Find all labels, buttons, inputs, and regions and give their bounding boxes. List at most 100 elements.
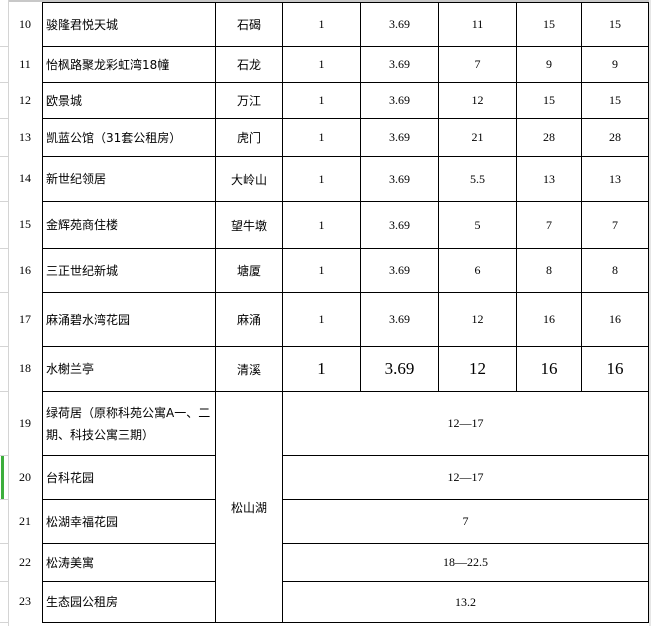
column-header-edge — [0, 0, 651, 2]
value-cell-c3[interactable]: 7 — [438, 46, 517, 83]
value-cell-c5[interactable]: 13 — [581, 156, 649, 202]
value-range-cell[interactable]: 13.2 — [282, 581, 649, 623]
value-cell-c2[interactable]: 3.69 — [360, 346, 439, 392]
district-cell[interactable]: 万江 — [215, 82, 283, 119]
table-row: 生态园公租房 13.2 — [42, 581, 649, 623]
name-cell[interactable]: 松涛美寓 — [42, 543, 216, 582]
name-cell[interactable]: 绿荷居（原称科苑公寓A一、二期、科技公寓三期） — [42, 391, 216, 456]
value-cell-c3[interactable]: 5 — [438, 201, 517, 249]
value-cell-c5[interactable]: 8 — [581, 248, 649, 293]
value-cell-c3[interactable]: 12 — [438, 292, 517, 347]
value-cell-c3[interactable]: 6 — [438, 248, 517, 293]
value-cell-c2[interactable]: 3.69 — [360, 46, 439, 83]
value-range-cell[interactable]: 12—17 — [282, 391, 649, 456]
value-cell-c1[interactable]: 1 — [282, 82, 361, 119]
row-number: 13 — [19, 130, 31, 144]
value-cell-c4[interactable]: 9 — [516, 46, 582, 83]
value-cell-c1[interactable]: 1 — [282, 346, 361, 392]
row-number: 16 — [19, 263, 31, 277]
value-cell-c3[interactable]: 12 — [438, 82, 517, 119]
value-cell-c2[interactable]: 3.69 — [360, 118, 439, 157]
value-cell-c3[interactable]: 21 — [438, 118, 517, 157]
data-table: 骏隆君悦天城 石碣 1 3.69 11 15 15 怡枫路聚龙彩虹湾18幢 石龙 1 3.69 7 9 9… — [42, 2, 649, 623]
table-row: 欧景城 万江 1 3.69 12 15 15 — [42, 82, 649, 119]
district-cell[interactable]: 望牛墩 — [215, 201, 283, 249]
table-row: 金辉苑商住楼 望牛墩 1 3.69 5 7 7 — [42, 201, 649, 249]
name-cell[interactable]: 麻涌碧水湾花园 — [42, 292, 216, 347]
value-cell-c5[interactable]: 16 — [581, 346, 649, 392]
gutter-divider — [0, 455, 8, 456]
grid-edge — [649, 0, 651, 626]
value-cell-c5[interactable]: 7 — [581, 201, 649, 249]
value-cell-c2[interactable]: 3.69 — [360, 82, 439, 119]
value-range-cell[interactable]: 18—22.5 — [282, 543, 649, 582]
value-cell-c2[interactable]: 3.69 — [360, 292, 439, 347]
value-cell-c1[interactable]: 1 — [282, 2, 361, 47]
district-cell-merged[interactable]: 松山湖 — [215, 391, 283, 623]
value-cell-c1[interactable]: 1 — [282, 292, 361, 347]
value-cell-c1[interactable]: 1 — [282, 248, 361, 293]
value-cell-c2[interactable]: 3.69 — [360, 201, 439, 249]
name-cell[interactable]: 欧景城 — [42, 82, 216, 119]
value-cell-c4[interactable]: 15 — [516, 2, 582, 47]
district-cell[interactable]: 麻涌 — [215, 292, 283, 347]
row-number: 15 — [19, 217, 31, 231]
value-cell-c3[interactable]: 5.5 — [438, 156, 517, 202]
gutter-divider — [0, 346, 8, 347]
name-cell[interactable]: 台科花园 — [42, 455, 216, 500]
name-cell[interactable]: 凯蓝公馆（31套公租房） — [42, 118, 216, 157]
gutter-divider — [0, 391, 8, 392]
value-cell-c4[interactable]: 7 — [516, 201, 582, 249]
value-cell-c1[interactable]: 1 — [282, 156, 361, 202]
name-cell[interactable]: 新世纪领居 — [42, 156, 216, 202]
row-number: 10 — [19, 17, 31, 31]
value-cell-c4[interactable]: 13 — [516, 156, 582, 202]
selected-row-indicator — [1, 455, 4, 499]
district-cell[interactable]: 清溪 — [215, 346, 283, 392]
value-cell-c2[interactable]: 3.69 — [360, 248, 439, 293]
name-cell[interactable]: 水榭兰亭 — [42, 346, 216, 392]
gutter-divider — [0, 499, 8, 500]
value-cell-c5[interactable]: 9 — [581, 46, 649, 83]
name-cell[interactable]: 金辉苑商住楼 — [42, 201, 216, 249]
row-number: 21 — [19, 514, 31, 528]
row-number: 20 — [19, 470, 31, 484]
district-cell[interactable]: 石碣 — [215, 2, 283, 47]
table-row: 凯蓝公馆（31套公租房） 虎门 1 3.69 21 28 28 — [42, 118, 649, 157]
value-cell-c4[interactable]: 15 — [516, 82, 582, 119]
value-cell-c2[interactable]: 3.69 — [360, 2, 439, 47]
district-cell[interactable]: 虎门 — [215, 118, 283, 157]
district-cell[interactable]: 塘厦 — [215, 248, 283, 293]
name-cell[interactable]: 生态园公租房 — [42, 581, 216, 623]
value-cell-c3[interactable]: 11 — [438, 2, 517, 47]
value-cell-c4[interactable]: 16 — [516, 346, 582, 392]
value-range-cell[interactable]: 7 — [282, 499, 649, 544]
name-cell[interactable]: 三正世纪新城 — [42, 248, 216, 293]
value-cell-c2[interactable]: 3.69 — [360, 156, 439, 202]
name-cell[interactable]: 骏隆君悦天城 — [42, 2, 216, 47]
district-cell[interactable]: 石龙 — [215, 46, 283, 83]
value-cell-c4[interactable]: 8 — [516, 248, 582, 293]
value-cell-c4[interactable]: 28 — [516, 118, 582, 157]
gutter-divider — [0, 581, 8, 582]
value-range-cell[interactable]: 12—17 — [282, 455, 649, 500]
name-cell[interactable]: 怡枫路聚龙彩虹湾18幢 — [42, 46, 216, 83]
row-number: 22 — [19, 555, 31, 569]
value-cell-c1[interactable]: 1 — [282, 118, 361, 157]
name-cell[interactable]: 松湖幸福花园 — [42, 499, 216, 544]
value-cell-c5[interactable]: 15 — [581, 82, 649, 119]
value-cell-c1[interactable]: 1 — [282, 46, 361, 83]
value-cell-c5[interactable]: 28 — [581, 118, 649, 157]
district-cell[interactable]: 大岭山 — [215, 156, 283, 202]
value-cell-c5[interactable]: 15 — [581, 2, 649, 47]
value-cell-c1[interactable]: 1 — [282, 201, 361, 249]
table-row: 松涛美寓 18—22.5 — [42, 543, 649, 582]
value-cell-c5[interactable]: 16 — [581, 292, 649, 347]
table-row: 麻涌碧水湾花园 麻涌 1 3.69 12 16 16 — [42, 292, 649, 347]
gutter-divider — [0, 46, 8, 47]
table-row: 新世纪领居 大岭山 1 3.69 5.5 13 13 — [42, 156, 649, 202]
table-row: 松湖幸福花园 7 — [42, 499, 649, 544]
value-cell-c4[interactable]: 16 — [516, 292, 582, 347]
row-number: 23 — [19, 594, 31, 608]
value-cell-c3[interactable]: 12 — [438, 346, 517, 392]
